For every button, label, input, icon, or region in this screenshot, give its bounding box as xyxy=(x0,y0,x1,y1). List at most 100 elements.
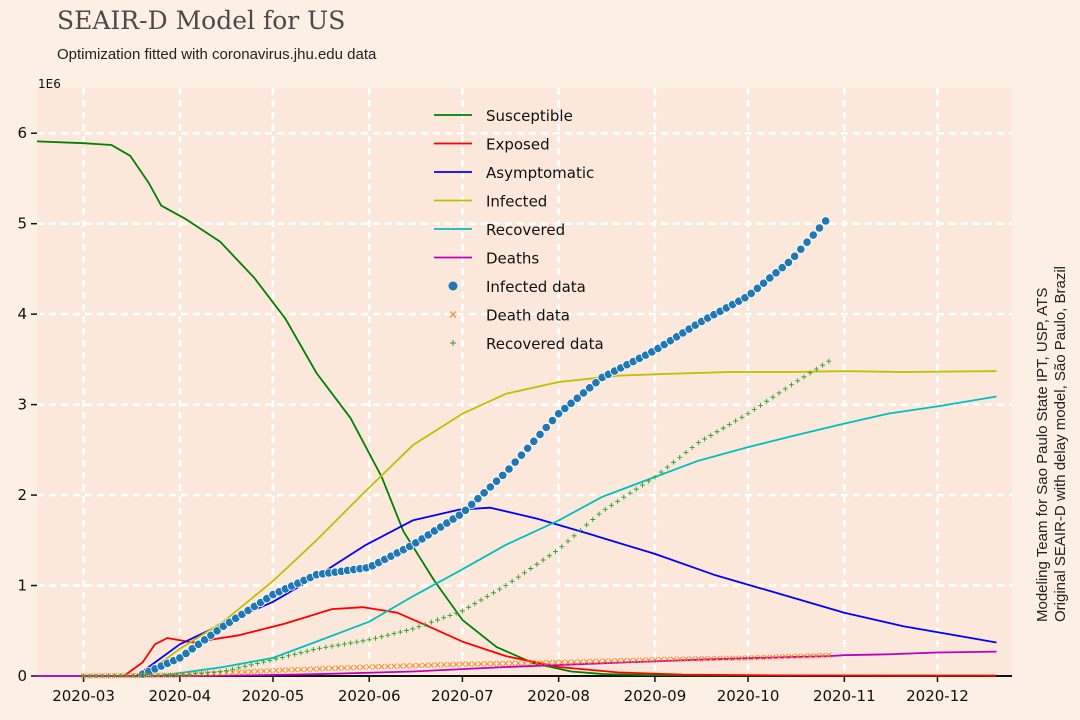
recovered_data-point-2 xyxy=(93,673,99,679)
series-line-deaths xyxy=(37,650,997,677)
recovered_data-point-37 xyxy=(310,647,316,653)
death_data-point-72 xyxy=(527,660,534,666)
recovered_data-point-39 xyxy=(323,644,329,650)
recovered_data-point-47 xyxy=(372,635,378,641)
recovered_data-point-40 xyxy=(329,643,335,649)
recovered_data-point-94 xyxy=(664,464,670,470)
death_data-point-77 xyxy=(558,659,565,666)
recovered_data-point-58 xyxy=(441,615,447,621)
recovered_data-point-63 xyxy=(472,601,478,607)
infected_data-point-69 xyxy=(566,398,576,408)
recovered_data-point-15 xyxy=(174,672,180,678)
recovered_data-point-20 xyxy=(205,670,211,676)
death_data-point-75 xyxy=(546,659,553,666)
death_data-point-104 xyxy=(726,655,733,662)
recovered_data-point-93 xyxy=(658,469,664,475)
x-tick-label-0: 2020-03 xyxy=(52,687,115,705)
infected_data-point-71 xyxy=(578,388,589,398)
y-tick-label-2: 2 xyxy=(17,486,27,504)
recovered_data-point-107 xyxy=(745,411,751,417)
recovered_data-point-51 xyxy=(397,629,403,635)
death_data-point-43 xyxy=(347,664,354,671)
death_data-point-112 xyxy=(776,654,782,660)
y-tick-label-3: 3 xyxy=(17,396,27,414)
x-tick-label-6: 2020-09 xyxy=(624,687,687,705)
recovered_data-point-19 xyxy=(199,670,205,676)
infected_data-point-55 xyxy=(479,488,489,498)
infected_data-point-63 xyxy=(529,436,539,446)
infected_data-point-104 xyxy=(783,257,794,268)
death_data-point-52 xyxy=(403,663,410,669)
legend-label-exposed: Exposed xyxy=(486,136,550,154)
recovered_data-point-34 xyxy=(292,651,298,657)
series-line-recovered xyxy=(37,395,997,677)
infected_data-point-56 xyxy=(485,482,495,492)
recovered_data-point-85 xyxy=(608,502,614,508)
death_data-point-54 xyxy=(416,662,422,669)
recovered_data-point-12 xyxy=(155,672,161,678)
recovered_data-point-7 xyxy=(124,673,130,679)
death_data-point-111 xyxy=(770,654,776,660)
recovered_data-point-115 xyxy=(795,378,801,384)
infected_data-point-7 xyxy=(181,648,191,658)
death_data-point-115 xyxy=(794,653,801,660)
recovered_data-point-27 xyxy=(248,662,254,668)
recovered_data-point-30 xyxy=(267,657,273,663)
infected_data-point-60 xyxy=(510,457,520,467)
legend-label-infected: Infected xyxy=(486,193,547,211)
y-tick-label-6: 6 xyxy=(17,124,27,142)
death_data-point-64 xyxy=(478,661,484,667)
infected_data-point-98 xyxy=(746,288,756,299)
recovered_data-point-31 xyxy=(273,656,279,662)
x-tick-label-2: 2020-05 xyxy=(242,687,305,705)
infected_data-point-54 xyxy=(473,494,483,504)
death_data-point-67 xyxy=(496,660,503,667)
legend-label-death_data: Death data xyxy=(486,307,570,325)
recovered_data-point-1 xyxy=(87,673,93,679)
y-tick-label-0: 0 xyxy=(17,667,27,685)
recovered_data-point-69 xyxy=(509,578,515,584)
death_data-point-30 xyxy=(267,667,273,674)
death_data-point-53 xyxy=(409,662,416,669)
recovered_data-point-79 xyxy=(571,533,577,539)
infected_data-point-67 xyxy=(554,409,564,419)
death_data-point-55 xyxy=(422,662,428,669)
death_data-point-97 xyxy=(683,656,689,662)
recovered_data-point-53 xyxy=(410,626,416,632)
legend-label-susceptible: Susceptible xyxy=(486,107,573,125)
infected_data-point-9 xyxy=(193,639,204,649)
chart-title: SEAIR-D Model for US xyxy=(57,6,346,35)
infected_data-point-70 xyxy=(572,393,582,403)
recovered_data-point-98 xyxy=(689,445,695,451)
infected_data-point-53 xyxy=(467,499,477,510)
death_data-point-47 xyxy=(372,663,379,670)
death_data-point-45 xyxy=(360,664,366,671)
death_data-point-44 xyxy=(354,664,360,671)
infected_data-point-106 xyxy=(796,244,806,254)
death_data-point-82 xyxy=(589,658,596,665)
recovered_data-point-109 xyxy=(757,402,763,408)
death_data-point-84 xyxy=(602,658,609,664)
legend-label-infected_data: Infected data xyxy=(486,278,586,296)
recovered_data-point-45 xyxy=(360,638,366,644)
recovered_data-point-49 xyxy=(385,632,391,638)
recovered_data-point-120 xyxy=(826,358,832,364)
recovered_data-point-118 xyxy=(813,366,819,372)
recovered_data-point-113 xyxy=(782,386,788,392)
grid xyxy=(37,88,1012,678)
y-tick-label-4: 4 xyxy=(17,305,27,323)
recovered_data-point-112 xyxy=(776,390,782,396)
recovered_data-point-114 xyxy=(789,382,795,388)
infected_data-point-101 xyxy=(765,273,775,283)
recovered_data-point-14 xyxy=(168,672,174,678)
recovered_data-point-88 xyxy=(627,490,633,496)
recovered_data-point-41 xyxy=(335,642,341,648)
recovered_data-point-101 xyxy=(708,432,714,438)
recovered_data-point-103 xyxy=(720,425,726,431)
recovered_data-point-42 xyxy=(341,641,347,647)
recovered_data-point-32 xyxy=(279,654,285,660)
recovered_data-point-3 xyxy=(99,673,105,679)
death_data-point-28 xyxy=(254,668,261,675)
scatter-layer xyxy=(80,216,832,679)
